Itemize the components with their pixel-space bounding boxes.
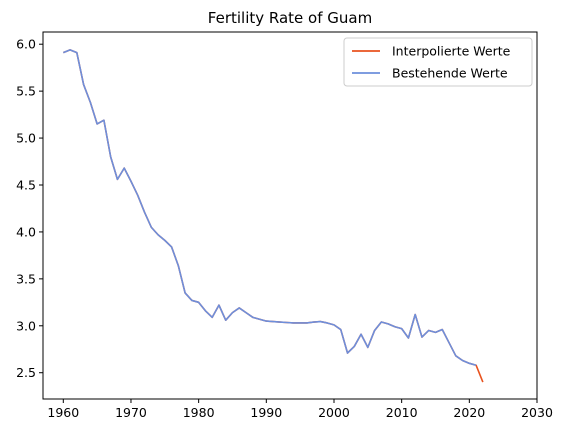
y-tick-label: 5.5 xyxy=(16,84,36,99)
y-tick-label: 3.0 xyxy=(16,318,36,333)
plot-frame xyxy=(42,31,538,400)
y-tick-label: 5.0 xyxy=(16,131,36,146)
y-tick-label: 4.0 xyxy=(16,224,36,239)
series-layer xyxy=(62,49,484,383)
x-tick-label: 2030 xyxy=(521,405,553,420)
x-tick-label: 1970 xyxy=(115,405,147,420)
legend-items: Interpolierte Werte Bestehende Werte xyxy=(352,44,511,81)
x-axis: 1960 1970 1980 1990 2000 2010 2020 2030 xyxy=(47,399,553,420)
x-tick-label: 1980 xyxy=(183,405,215,420)
y-tick-label: 4.5 xyxy=(16,177,36,192)
legend-box xyxy=(343,37,533,87)
y-axis: 2.5 3.0 3.5 4.0 4.5 5.0 5.5 6.0 xyxy=(16,37,43,380)
legend-label-2: Bestehende Werte xyxy=(392,66,508,81)
y-tick-label: 2.5 xyxy=(16,365,36,380)
x-tick-label: 2020 xyxy=(453,405,485,420)
y-tick-label: 6.0 xyxy=(16,37,36,52)
x-tick-label: 1990 xyxy=(250,405,282,420)
series-line-2 xyxy=(62,49,477,366)
x-tick-label: 2000 xyxy=(318,405,350,420)
x-tick-label: 1960 xyxy=(47,405,79,420)
y-tick-label: 3.5 xyxy=(16,271,36,286)
legend-label-1: Interpolierte Werte xyxy=(392,44,511,59)
chart-title: Fertility Rate of Guam xyxy=(208,9,372,27)
legend: Interpolierte Werte Bestehende Werte xyxy=(343,37,533,87)
x-tick-label: 2010 xyxy=(386,405,418,420)
